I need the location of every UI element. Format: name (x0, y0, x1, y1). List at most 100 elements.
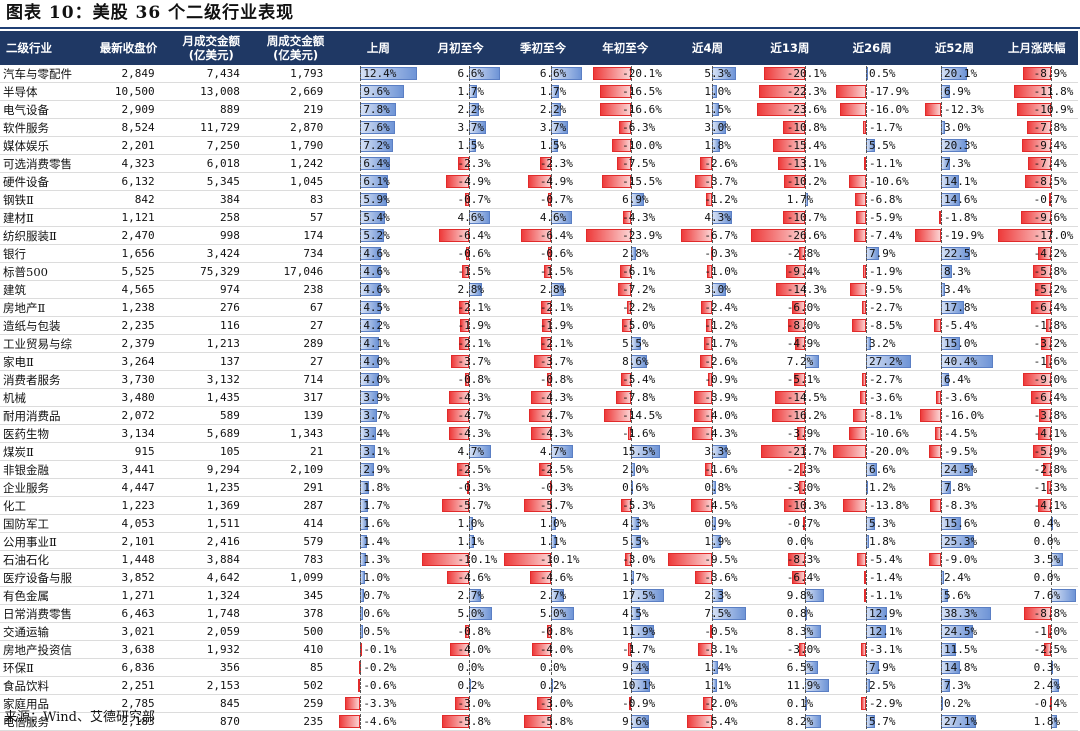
return-cell: -2.1% (501, 334, 585, 353)
value-label: -0.7% (1033, 193, 1067, 206)
zero-axis (941, 354, 943, 369)
zero-axis (941, 606, 943, 621)
value-label: -1.6% (704, 463, 738, 476)
zero-axis (631, 390, 633, 405)
return-cell: -9.6% (995, 208, 1078, 227)
bar-cell: 1.8% (337, 479, 419, 496)
return-cell: -8.3% (913, 496, 996, 515)
bar-cell: 3.7% (337, 407, 419, 424)
zero-axis (866, 678, 868, 693)
value-label: -5.7% (457, 499, 491, 512)
value-label: 1.7% (786, 193, 814, 206)
bar-cell: -8.5% (996, 173, 1078, 190)
return-cell: 5.5% (584, 532, 667, 551)
return-cell: -5.4% (666, 712, 749, 731)
zero-axis (468, 210, 470, 225)
value-label: -3.7% (704, 175, 738, 188)
zero-axis (941, 534, 943, 549)
zero-axis (1051, 714, 1053, 729)
bar-negative (750, 229, 805, 242)
bar-cell: -0.7% (996, 191, 1078, 208)
value-label: 8.2% (786, 715, 814, 728)
zero-axis (550, 282, 552, 297)
return-cell: -4.7% (501, 406, 585, 425)
zero-axis (468, 84, 470, 99)
bar-cell: 4.5% (584, 605, 666, 622)
return-cell: 0.6% (584, 478, 667, 497)
zero-axis (550, 426, 552, 441)
zero-axis (711, 192, 713, 207)
zero-axis (468, 138, 470, 153)
bar-cell: -8.0% (749, 317, 831, 334)
bar-negative (864, 157, 867, 170)
bar-negative (530, 391, 551, 404)
return-cell: -7.5% (584, 154, 667, 173)
value-label: -4.3% (704, 427, 738, 440)
return-cell: -12.3% (913, 100, 996, 119)
return-cell: -15.4% (748, 136, 831, 155)
bar-negative (547, 625, 551, 638)
value-label: -19.9% (944, 229, 984, 242)
value-label: 1.1% (704, 679, 731, 692)
bar-cell: 22.5% (913, 245, 995, 262)
return-cell: 3.2% (831, 334, 914, 353)
value-label: -0.4% (1033, 697, 1067, 710)
bar-cell: -6.4% (996, 299, 1078, 316)
zero-axis (360, 102, 362, 117)
bar-cell: 3.1% (337, 443, 419, 460)
bar-cell: -6.0% (749, 299, 831, 316)
bar-negative (798, 247, 805, 260)
return-cell: 0.7% (337, 586, 420, 605)
bar-cell: -5.9% (831, 209, 913, 226)
value-label: -21.7% (786, 445, 827, 458)
zero-axis (468, 66, 470, 81)
bar-cell: -4.3% (502, 389, 584, 406)
value-label: -2.1% (457, 337, 491, 350)
bar-cell: -0.8% (420, 371, 502, 388)
value-label: 12.4% (363, 67, 397, 80)
return-cell: 4.3% (666, 208, 749, 227)
value-label: 15.5% (622, 445, 656, 458)
value-label: -3.7% (457, 355, 491, 368)
zero-axis (468, 120, 470, 135)
zero-axis (550, 246, 552, 261)
bar-cell: -2.7% (831, 299, 913, 316)
return-cell: -0.8% (501, 370, 585, 389)
bar-negative (461, 265, 469, 278)
value-label: -8.9% (1033, 67, 1067, 80)
bar-negative (464, 373, 469, 386)
value-label: 7.3% (944, 679, 971, 692)
return-cell: -16.0% (913, 406, 996, 425)
value-label: 1.8% (363, 481, 390, 494)
return-cell: -4.6% (419, 568, 502, 587)
return-cell: -3.9% (666, 388, 749, 407)
bar-negative (586, 229, 632, 242)
return-cell: -8.1% (831, 406, 914, 425)
monthly-turnover-cell: 276 (168, 298, 254, 317)
return-cell: 1.4% (666, 658, 749, 677)
return-cell: 17.8% (913, 298, 996, 317)
return-cell: 6.9% (913, 82, 996, 101)
zero-axis (804, 696, 806, 711)
return-cell: 7.3% (913, 154, 996, 173)
weekly-turnover-cell: 289 (253, 334, 338, 353)
bar-cell: 1.0% (502, 515, 584, 532)
header-mtd: 月初至今 (419, 31, 502, 65)
bar-cell: -5.1% (749, 371, 831, 388)
weekly-turnover-cell: 2,870 (253, 118, 338, 137)
bar-negative (863, 571, 867, 584)
value-label: 5.5% (869, 139, 896, 152)
zero-axis (941, 390, 943, 405)
return-cell: -1.8% (995, 316, 1078, 335)
industry-name: 石油石化 (0, 550, 89, 569)
bar-cell: -5.4% (913, 317, 995, 334)
bar-negative (843, 499, 867, 512)
return-cell: 10.1% (584, 676, 667, 695)
close-price-cell: 4,447 (88, 478, 169, 497)
zero-axis (360, 462, 362, 477)
zero-axis (550, 678, 552, 693)
zero-axis (804, 552, 806, 567)
return-cell: 4.7% (419, 442, 502, 461)
value-label: 6.4% (944, 373, 971, 386)
return-cell: -2.7% (831, 370, 914, 389)
